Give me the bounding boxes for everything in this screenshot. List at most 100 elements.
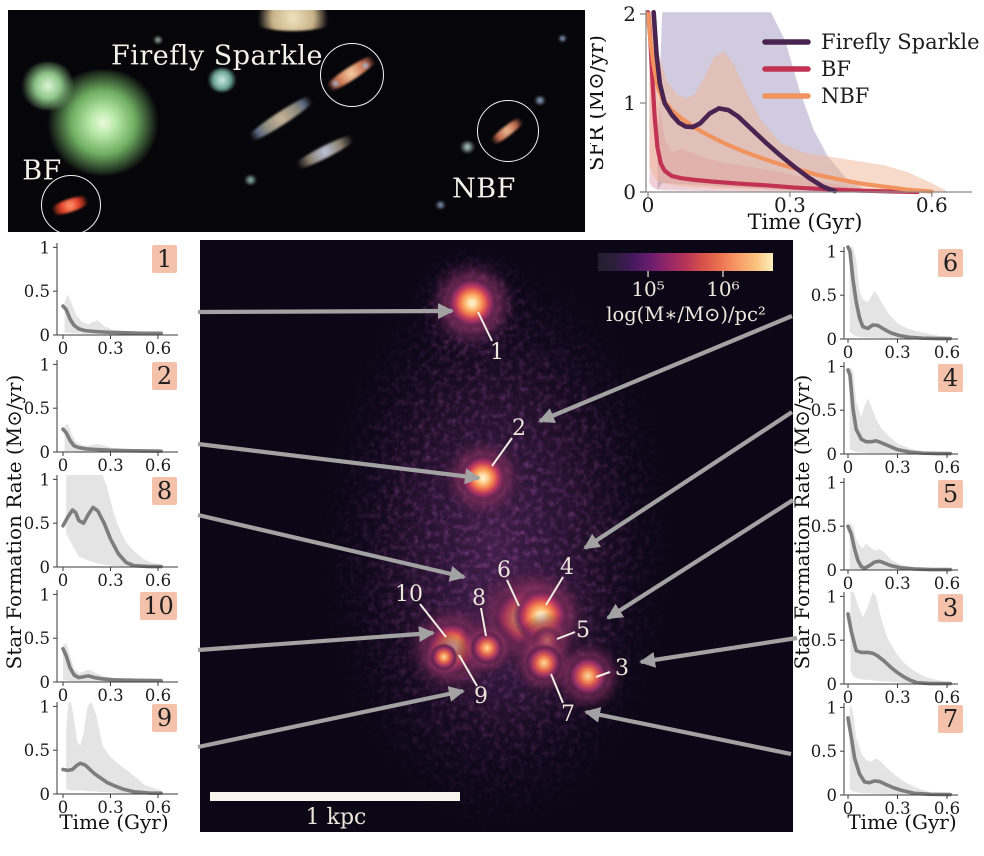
sfr-xlabel: Time (Gyr) xyxy=(748,210,863,234)
mini-axes-9 xyxy=(53,702,178,798)
mini-axes-3 xyxy=(840,592,958,688)
cluster-label-8: 8 xyxy=(472,586,486,611)
mini-xtick: 0.3 xyxy=(97,339,123,358)
mini-axes-7 xyxy=(840,703,958,799)
cluster-pointer-line-9 xyxy=(458,654,478,687)
mini-ytick: 0.5 xyxy=(24,514,50,533)
cluster-pointer-line-3 xyxy=(595,671,611,678)
mini-sfh-panel-1: 1 0.5 00 0.3 0.6 1 xyxy=(24,238,178,358)
sfr-ytick: 2 xyxy=(623,2,636,26)
mini-line-10 xyxy=(61,646,163,683)
cluster-label-10: 10 xyxy=(395,582,423,607)
cluster-pointer-line-7 xyxy=(550,673,564,704)
mini-xtick: 0 xyxy=(843,574,854,593)
mini-line-1 xyxy=(61,304,163,336)
sfr-ytick: 1 xyxy=(623,91,636,115)
galaxy-blob xyxy=(20,62,76,110)
mini-ytick: 0 xyxy=(827,330,838,349)
mini-ytick: 0 xyxy=(827,561,838,580)
scalebar-label: 1 kpc xyxy=(306,805,367,830)
mini-xtick: 0.3 xyxy=(884,688,910,707)
panel-badge-label-5: 5 xyxy=(943,480,958,508)
xlabel-right: Time (Gyr) xyxy=(847,810,957,834)
mini-sfh-panel-10: 1 0.5 00 0.3 0.6 10 xyxy=(24,585,178,705)
mini-xtick: 0 xyxy=(843,343,854,362)
mini-xtick: 0 xyxy=(58,339,69,358)
mini-xtick: 0 xyxy=(58,571,69,590)
mini-ytick: 0 xyxy=(827,675,838,694)
mini-axes-5 xyxy=(840,478,958,574)
mini-ytick: 1 xyxy=(40,470,51,489)
mini-axes-8 xyxy=(53,475,178,571)
mini-ytick: 1 xyxy=(827,587,838,606)
panel-badge-label-7: 7 xyxy=(943,705,958,733)
galaxy-blob xyxy=(153,36,163,44)
cluster-label-1: 1 xyxy=(490,340,504,365)
mini-ytick: 0.5 xyxy=(24,629,50,648)
mini-band-6 xyxy=(849,247,951,339)
galaxy-blob xyxy=(434,201,446,209)
mini-ytick: 0.5 xyxy=(811,286,837,305)
mini-sfh-panel-4: 1 0.5 00 0.3 0.6 4 xyxy=(811,357,963,477)
mini-band-10 xyxy=(63,642,162,682)
sfr-xtick: 0.6 xyxy=(916,193,948,217)
cluster-label-7: 7 xyxy=(561,702,575,727)
panel-badge-7 xyxy=(938,705,963,733)
cluster-marker-1 xyxy=(446,277,498,329)
legend-label-2: BF xyxy=(821,57,851,81)
colorbar-tick: 10⁵ xyxy=(631,277,664,301)
sfr-line-nbf xyxy=(645,11,934,194)
mini-band-5 xyxy=(849,521,951,570)
mini-axes-4 xyxy=(840,362,958,458)
mini-ytick: 1 xyxy=(40,355,51,374)
mini-band-8 xyxy=(66,475,162,567)
mini-ytick: 0.5 xyxy=(811,401,837,420)
panel-badge-label-2: 2 xyxy=(157,362,172,390)
sfr-xtick: 0.3 xyxy=(774,193,806,217)
cluster-pointer-line-10 xyxy=(419,603,447,638)
panel-badge-5 xyxy=(938,480,963,508)
mini-xtick: 0.3 xyxy=(884,343,910,362)
panel-badge-4 xyxy=(938,364,963,392)
mini-ytick: 0 xyxy=(40,785,51,804)
panel-badge-10 xyxy=(140,592,177,620)
galaxy-blob xyxy=(288,129,362,175)
panel-badge-label-3: 3 xyxy=(943,594,958,622)
panel-badge-2 xyxy=(152,362,177,390)
uncertainty-band-nbf xyxy=(649,12,946,192)
mini-axes-10 xyxy=(53,590,178,686)
mini-ytick: 0.5 xyxy=(811,742,837,761)
mini-xtick: 0.6 xyxy=(934,574,960,593)
mini-axes-1 xyxy=(53,243,178,339)
cluster-marker-8 xyxy=(470,631,504,665)
sfr-legend: Firefly Sparkle BF NBF xyxy=(762,30,980,108)
galaxy-cutout-panel: Firefly Sparkle BF NBF xyxy=(8,10,585,232)
mini-ytick: 1 xyxy=(40,585,51,604)
circle-nbf xyxy=(477,100,539,162)
mini-ytick: 1 xyxy=(827,473,838,492)
mini-line-6 xyxy=(846,245,953,341)
mini-line-9 xyxy=(61,761,163,795)
mini-line-4 xyxy=(846,368,953,456)
galaxy-blob xyxy=(243,175,257,185)
mini-sfh-panel-3: 1 0.5 00 0.3 0.6 3 xyxy=(811,587,963,707)
sfr-xtick: 0 xyxy=(642,193,655,217)
mini-band-4 xyxy=(849,366,951,454)
mini-xtick: 0 xyxy=(58,456,69,475)
mini-ytick: 0 xyxy=(40,673,51,692)
mini-ytick: 0.5 xyxy=(811,631,837,650)
mini-line-3 xyxy=(846,612,953,686)
panel-badge-3 xyxy=(938,594,963,622)
galaxy-blob xyxy=(240,88,322,148)
mini-ytick: 0.5 xyxy=(24,282,50,301)
cluster-pointer-line-5 xyxy=(556,631,576,640)
mini-xtick: 0 xyxy=(843,688,854,707)
circle-firefly-sparkle xyxy=(320,43,384,107)
mini-band-7 xyxy=(849,703,951,795)
mini-xtick: 0.6 xyxy=(145,339,171,358)
panel-badge-1 xyxy=(152,245,177,273)
mini-sfh-panel-2: 1 0.5 00 0.3 0.6 2 xyxy=(24,355,178,475)
mini-ytick: 1 xyxy=(40,238,51,257)
